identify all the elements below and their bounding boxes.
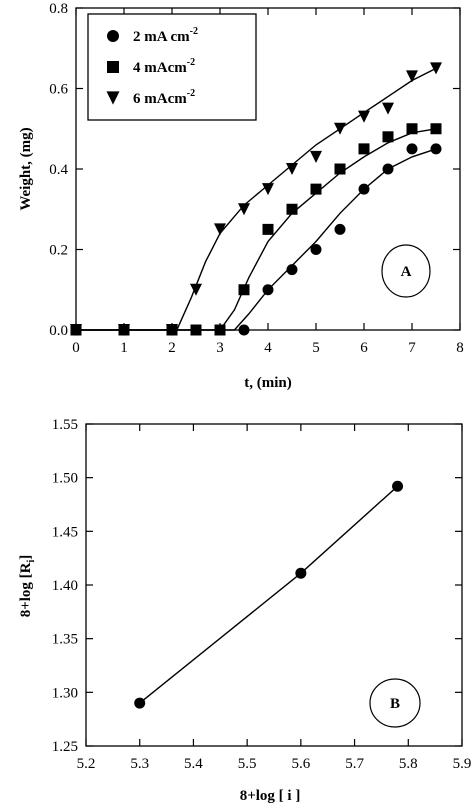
chart-a-legend: 2 mA cm-2 4 mAcm-2 6 mAcm-2 [106, 26, 198, 107]
data-point-series-1 [382, 163, 394, 175]
legend-marker-triangle-down [106, 91, 120, 105]
legend-marker-circle [107, 30, 119, 42]
data-point-series-2 [214, 324, 226, 336]
legend-entry-6ma: 6 mAcm-2 [106, 88, 195, 107]
data-point-series-2 [382, 131, 394, 143]
data-point-series-3 [310, 150, 322, 163]
data-point-series-1 [286, 264, 298, 276]
data-point-series-2 [190, 324, 202, 336]
data-point-series-2 [286, 203, 298, 215]
chart-b-x-tick-label: 5.6 [291, 756, 310, 772]
annotation-label-a: A [401, 264, 412, 280]
chart-a-x-tick-label: 2 [168, 340, 176, 356]
chart-a-x-tick-label: 5 [312, 340, 320, 356]
legend-marker-triangle [106, 91, 120, 105]
data-point-series-2 [406, 123, 418, 135]
data-point-series-1 [262, 284, 274, 296]
chart-a-x-tick-label: 3 [216, 340, 224, 356]
legend-marker-square [107, 61, 119, 73]
data-point-series-3 [190, 283, 202, 296]
chart-b-plot-frame [85, 423, 463, 747]
data-point-series-3 [214, 223, 226, 236]
data-point-series-2 [358, 143, 370, 155]
data-point-series-3 [406, 70, 418, 83]
chart-a-y-tick-label: 0.0 [49, 323, 68, 339]
data-point-series-3 [430, 62, 442, 75]
chart-a-y-tick-label: 0.2 [49, 243, 68, 259]
chart-a-x-tick-label: 8 [456, 340, 464, 356]
annotation-ellipse-b [369, 678, 421, 728]
legend-marker-circle [107, 30, 119, 42]
chart-a-y-tick-label: 0.4 [49, 162, 68, 178]
data-point-series-3 [166, 323, 178, 337]
chart-b-y-tick-label: 1.30 [52, 685, 78, 701]
chart-b-x-tick-label: 5.5 [238, 756, 257, 772]
chart-a-x-tick-label: 1 [120, 340, 128, 356]
legend-label-4ma: 4 mAcm-2 [133, 57, 195, 76]
legend-label-2ma: 2 mA cm-2 [133, 26, 198, 45]
data-point-series-2 [430, 123, 442, 135]
fit-curve-series-1 [76, 148, 437, 331]
legend-entry-4ma: 4 mAcm-2 [107, 57, 195, 76]
data-point-series-3 [382, 102, 394, 115]
data-point-series-1 [310, 244, 322, 255]
chart-b-x-tick-label: 5.3 [130, 756, 149, 772]
chart-panel-a: 0 1 2 3 4 5 6 7 8 0.0 0.2 0.4 0.6 0.8 2 mA cm-2 4 mAc… [18, 1, 464, 391]
y-axis-label-b: 8+log [Ri] [18, 555, 37, 618]
data-point-series-3 [238, 203, 250, 216]
chart-b-y-tick-label: 1.35 [52, 632, 78, 648]
chart-b-x-tick-label: 5.2 [77, 756, 96, 772]
data-point-series-3 [70, 323, 82, 337]
x-axis-label-b: 8+log [ i ] [240, 788, 301, 804]
fit-curve-series-3 [76, 67, 437, 331]
chart-a-x-tick-label: 7 [408, 340, 416, 356]
data-point-series-3 [358, 110, 370, 123]
annotation-ellipse-a [381, 244, 431, 298]
chart-b-y-tick-label: 1.55 [52, 417, 78, 433]
data-point-b [392, 480, 404, 492]
data-point-series-3 [334, 122, 346, 135]
chart-a-x-tick-label: 6 [360, 340, 368, 356]
data-point-b [134, 697, 146, 709]
chart-b-y-tick-label: 1.25 [52, 739, 78, 755]
chart-a-x-tick-label: 0 [72, 340, 80, 356]
chart-a-y-tick-label: 0.6 [49, 82, 68, 98]
chart-b-y-tick-label: 1.50 [52, 471, 78, 487]
data-point-series-1 [430, 143, 442, 155]
data-point-series-2 [262, 223, 274, 235]
y-axis-label-a: Weight, (mg) [18, 127, 34, 210]
chart-panel-b: 5.2 5.3 5.4 5.5 5.6 5.7 5.8 5.9 1.25 1.30 1.35 1.40… [18, 417, 471, 804]
data-point-series-1 [406, 143, 418, 155]
chart-b-x-tick-label: 5.4 [184, 756, 203, 772]
chart-a-x-tick-label: 4 [264, 340, 272, 356]
series-line-b [139, 485, 398, 704]
chart-a-y-tick-label: 0.8 [49, 1, 68, 17]
data-point-series-3 [262, 183, 274, 196]
chart-b-x-tick-label: 5.9 [453, 756, 472, 772]
data-point-series-1 [358, 183, 370, 195]
data-point-series-1 [238, 324, 250, 336]
data-point-series-3 [118, 323, 130, 337]
data-point-series-2 [310, 183, 322, 195]
chart-b-y-tick-label: 1.45 [52, 524, 78, 540]
legend-label-6ma: 6 mAcm-2 [133, 88, 195, 107]
data-point-series-1 [334, 223, 346, 235]
chart-b-y-tick-label: 1.40 [52, 578, 78, 594]
fit-curve-series-2 [76, 128, 437, 331]
chart-b-x-tick-label: 5.7 [345, 756, 364, 772]
chart-b-marks: 5.2 5.3 5.4 5.5 5.6 5.7 5.8 5.9 1.25 1.30 1.35 1.40… [52, 417, 472, 772]
data-point-series-3 [286, 162, 298, 176]
data-point-b [295, 567, 307, 579]
chart-b-x-tick-label: 5.8 [399, 756, 418, 772]
annotation-label-b: B [390, 696, 400, 712]
data-point-series-2 [334, 163, 346, 175]
chart-a-marks: 0 1 2 3 4 5 6 7 8 0.0 0.2 0.4 0.6 0.8 [49, 1, 464, 356]
x-axis-label-a: t, (min) [244, 375, 292, 391]
legend-entry-2ma: 2 mA cm-2 [107, 26, 198, 45]
legend-marker-square [107, 61, 119, 73]
data-point-series-2 [238, 284, 250, 296]
